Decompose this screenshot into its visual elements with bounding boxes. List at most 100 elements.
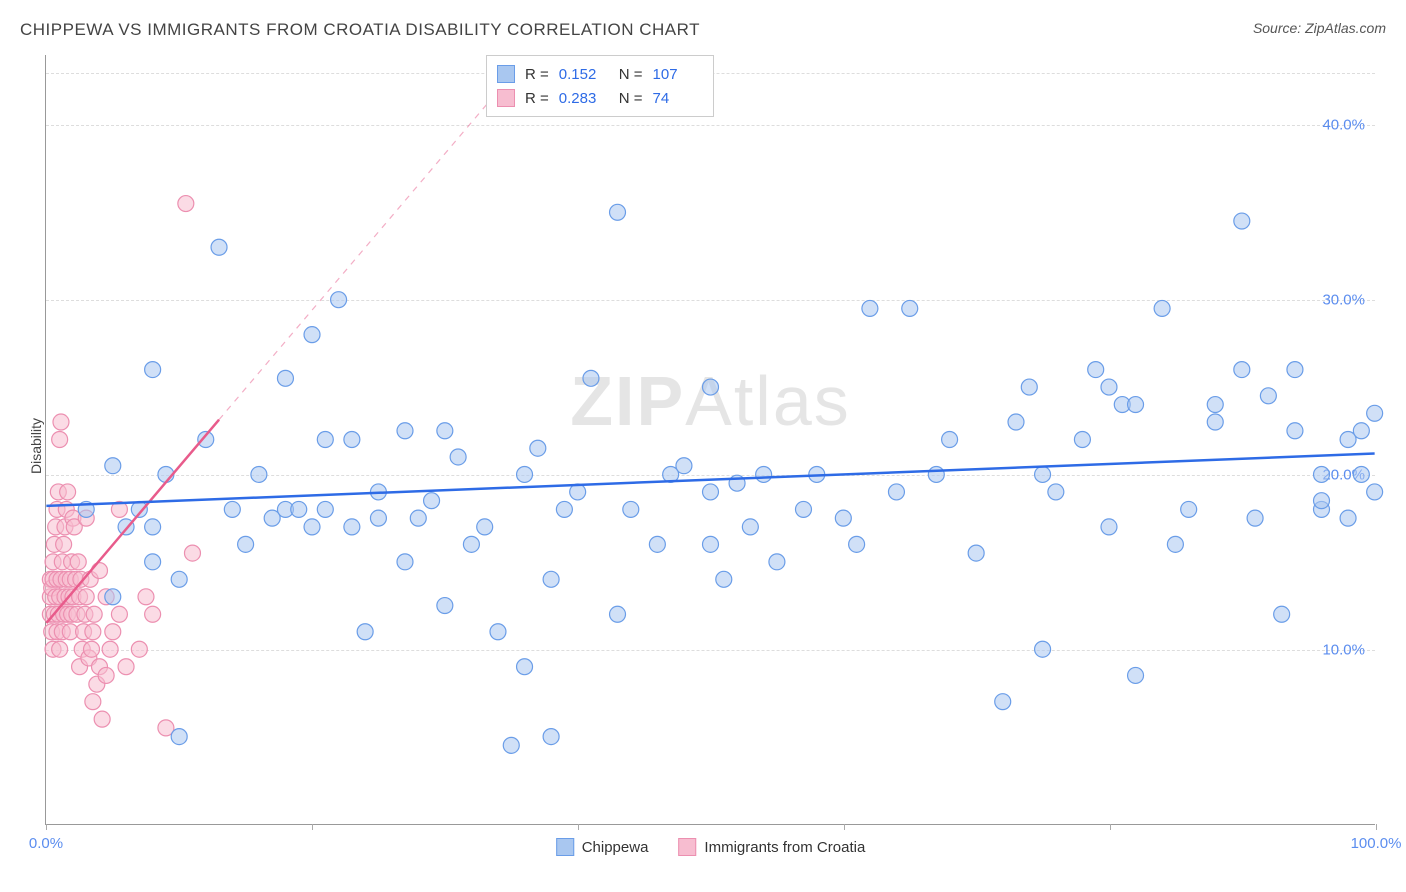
data-point [1101, 519, 1117, 535]
data-point [171, 571, 187, 587]
data-point [1287, 362, 1303, 378]
swatch-croatia [678, 838, 696, 856]
data-point [178, 196, 194, 212]
data-point [1021, 379, 1037, 395]
correlation-legend: R = 0.152 N = 107 R = 0.283 N = 74 [486, 55, 714, 117]
data-point [1340, 510, 1356, 526]
xtick [844, 824, 845, 830]
data-point [543, 729, 559, 745]
data-point [1154, 300, 1170, 316]
y-axis-label: Disability [28, 418, 44, 474]
data-point [84, 641, 100, 657]
data-point [105, 589, 121, 605]
data-point [610, 204, 626, 220]
data-point [211, 239, 227, 255]
data-point [543, 571, 559, 587]
data-point [1088, 362, 1104, 378]
data-point [277, 370, 293, 386]
data-point [251, 466, 267, 482]
trend-line-dashed [219, 55, 529, 420]
swatch-chippewa [497, 65, 515, 83]
data-point [85, 694, 101, 710]
data-point [1207, 414, 1223, 430]
data-point [530, 440, 546, 456]
correlation-row-2: R = 0.283 N = 74 [497, 86, 703, 110]
swatch-croatia [497, 89, 515, 107]
data-point [756, 466, 772, 482]
data-point [1234, 362, 1250, 378]
xtick [1110, 824, 1111, 830]
data-point [902, 300, 918, 316]
data-point [370, 510, 386, 526]
data-point [94, 711, 110, 727]
xtick [46, 824, 47, 830]
data-point [942, 432, 958, 448]
data-point [105, 624, 121, 640]
data-point [317, 501, 333, 517]
data-point [1207, 397, 1223, 413]
data-point [1128, 667, 1144, 683]
xtick [1376, 824, 1377, 830]
correlation-row-1: R = 0.152 N = 107 [497, 62, 703, 86]
data-point [145, 519, 161, 535]
data-point [397, 554, 413, 570]
legend-item-croatia: Immigrants from Croatia [678, 838, 865, 856]
data-point [118, 659, 134, 675]
data-point [145, 362, 161, 378]
data-point [1353, 423, 1369, 439]
data-point [145, 554, 161, 570]
xtick-label: 100.0% [1351, 835, 1402, 852]
data-point [1234, 213, 1250, 229]
data-point [52, 641, 68, 657]
data-point [1287, 423, 1303, 439]
data-point [835, 510, 851, 526]
data-point [357, 624, 373, 640]
data-point [1128, 397, 1144, 413]
data-point [1353, 466, 1369, 482]
data-point [623, 501, 639, 517]
data-point [85, 624, 101, 640]
data-point [145, 606, 161, 622]
data-point [1101, 379, 1117, 395]
data-point [928, 466, 944, 482]
data-point [70, 554, 86, 570]
data-point [703, 484, 719, 500]
data-point [102, 641, 118, 657]
xtick [312, 824, 313, 830]
data-point [105, 458, 121, 474]
data-point [556, 501, 572, 517]
data-point [703, 379, 719, 395]
data-point [849, 536, 865, 552]
data-point [317, 432, 333, 448]
swatch-chippewa [556, 838, 574, 856]
data-point [52, 432, 68, 448]
data-point [1260, 388, 1276, 404]
data-point [410, 510, 426, 526]
data-point [795, 501, 811, 517]
data-point [649, 536, 665, 552]
data-point [517, 659, 533, 675]
data-point [1367, 405, 1383, 421]
chart-title: CHIPPEWA VS IMMIGRANTS FROM CROATIA DISA… [20, 20, 700, 40]
data-point [888, 484, 904, 500]
data-point [1247, 510, 1263, 526]
data-point [463, 536, 479, 552]
data-point [56, 536, 72, 552]
data-point [968, 545, 984, 561]
data-point [138, 589, 154, 605]
data-point [1074, 432, 1090, 448]
chart-container: CHIPPEWA VS IMMIGRANTS FROM CROATIA DISA… [0, 0, 1406, 892]
data-point [517, 466, 533, 482]
data-point [769, 554, 785, 570]
data-point [344, 432, 360, 448]
data-point [171, 729, 187, 745]
legend-item-chippewa: Chippewa [556, 838, 649, 856]
data-point [424, 493, 440, 509]
data-point [477, 519, 493, 535]
data-point [291, 501, 307, 517]
data-point [238, 536, 254, 552]
data-point [86, 606, 102, 622]
data-point [716, 571, 732, 587]
data-point [304, 519, 320, 535]
data-point [111, 606, 127, 622]
